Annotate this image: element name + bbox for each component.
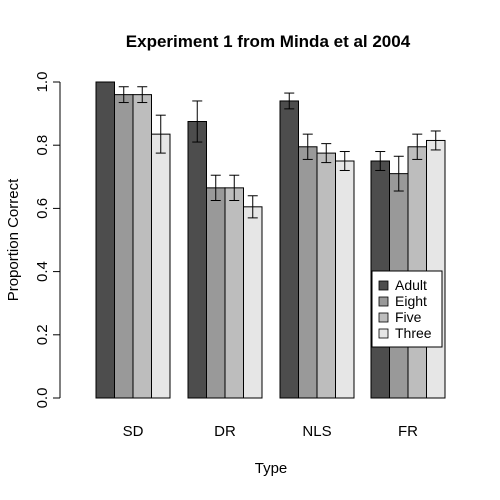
- error-bar-nls-adult: [284, 92, 295, 110]
- error-bar-sd-three: [155, 114, 166, 154]
- bar-dr-adult: [187, 121, 207, 399]
- error-bar-dr-eight: [210, 174, 221, 201]
- x-tick-label: DR: [214, 423, 236, 440]
- bar-nls-eight: [298, 146, 318, 399]
- error-bar-nls-five: [321, 143, 332, 164]
- legend-label: Three: [395, 325, 432, 341]
- bar-nls-three: [335, 160, 355, 399]
- y-axis-title: Proportion Correct: [5, 178, 22, 301]
- error-bar-fr-five: [412, 133, 423, 160]
- bar-dr-three: [243, 206, 263, 399]
- error-bar-sd-eight: [118, 86, 129, 104]
- legend-label: Eight: [395, 293, 427, 309]
- error-bar-fr-adult: [375, 151, 386, 171]
- x-tick-label: NLS: [302, 423, 331, 440]
- legend-swatch: [378, 296, 389, 307]
- legend-swatch: [378, 280, 389, 291]
- error-bar-nls-eight: [302, 133, 313, 160]
- error-bar-sd-five: [137, 86, 148, 104]
- y-tick-label: 0.4: [34, 261, 51, 282]
- x-axis-labels: SD DR NLS FR: [123, 423, 419, 440]
- x-axis-title: Type: [255, 460, 288, 477]
- y-tick-label: 0.6: [34, 198, 51, 219]
- legend-swatch: [378, 328, 389, 339]
- legend-label: Five: [395, 309, 422, 325]
- y-tick-label: 1.0: [34, 72, 51, 93]
- bar-dr-five: [224, 187, 244, 399]
- bars: [95, 81, 446, 399]
- y-tick-label: 0.2: [34, 324, 51, 345]
- y-axis-ticks: 0.0 0.2 0.4 0.6 0.8 1.0: [34, 72, 60, 409]
- bar-dr-eight: [206, 187, 226, 399]
- legend-label: Adult: [395, 277, 427, 293]
- bar-sd-five: [132, 94, 152, 399]
- chart-title: Experiment 1 from Minda et al 2004: [126, 32, 411, 51]
- bar-fr-three: [426, 139, 446, 399]
- x-tick-label: FR: [398, 423, 418, 440]
- bar-sd-eight: [114, 94, 134, 399]
- bar-nls-five: [316, 152, 336, 399]
- y-tick-label: 0.8: [34, 135, 51, 156]
- bar-sd-adult: [95, 81, 115, 399]
- error-bar-fr-three: [430, 130, 441, 151]
- error-bar-dr-adult: [192, 100, 203, 143]
- bar-nls-adult: [279, 100, 299, 399]
- x-tick-label: SD: [123, 423, 144, 440]
- error-bar-dr-three: [247, 195, 258, 219]
- error-bar-nls-three: [339, 151, 350, 171]
- error-bar-fr-eight: [393, 155, 404, 192]
- bar-sd-three: [151, 133, 171, 399]
- error-bar-dr-five: [229, 174, 240, 201]
- error-bars: [118, 86, 441, 219]
- y-tick-label: 0.0: [34, 388, 51, 409]
- legend-swatch: [378, 312, 389, 323]
